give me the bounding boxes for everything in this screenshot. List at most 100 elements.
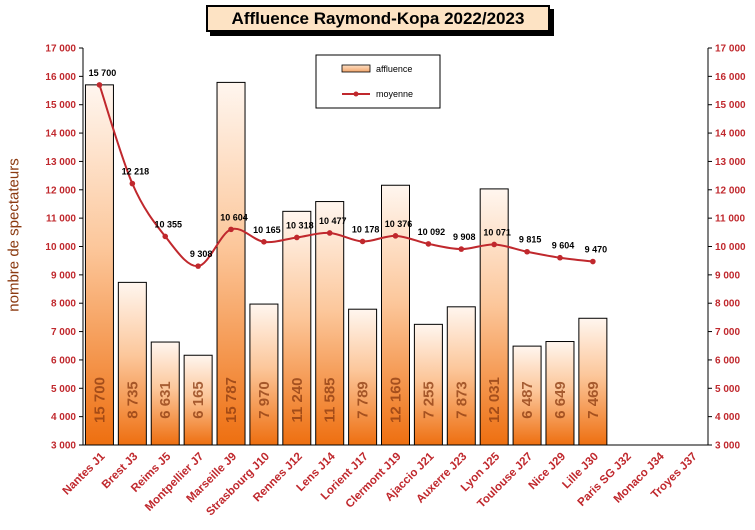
y-tick-label-right: 17 000 [715,44,746,55]
bar-value-label: 11 240 [289,377,306,422]
y-tick-label-right: 3 000 [715,441,740,452]
bar-affluence [381,184,410,446]
x-tick-label: Nantes J1 [61,450,108,497]
point-moyenne [294,234,300,241]
y-axis-label: nombre de spectateurs [5,158,23,312]
y-tick-label-left: 4 000 [51,412,76,423]
bar-value-label: 12 160 [388,377,405,423]
point-moyenne [326,230,333,236]
point-value-label: 15 700 [89,68,117,78]
y-tick-label-left: 16 000 [45,72,76,83]
y-tick-label-left: 11 000 [46,214,76,225]
bar-affluence [84,84,114,446]
point-moyenne [129,180,136,187]
bar-value-label: 6 165 [190,381,207,419]
bar-affluence [348,308,378,446]
bar-value-label: 7 873 [453,381,470,419]
point-moyenne [162,233,169,240]
point-value-label: 9 604 [552,241,575,251]
y-tick-label-right: 5 000 [715,384,740,395]
point-moyenne [524,248,530,255]
point-value-label: 10 477 [319,216,347,226]
point-value-label: 10 178 [352,224,380,234]
y-tick-label-right: 10 000 [715,242,746,253]
bar-affluence [117,281,147,446]
y-tick-label-left: 7 000 [51,327,76,338]
bar-affluence [578,317,608,446]
point-moyenne [228,226,234,233]
point-moyenne [195,263,201,269]
point-moyenne [359,238,366,245]
x-tick-label: Montpellier J7 [143,451,206,514]
bar-value-label: 11 585 [322,377,339,422]
legend-label-moyenne: moyenne [376,89,413,99]
bar-affluence [216,81,246,446]
chart-title: Affluence Raymond-Kopa 2022/2023 [231,9,525,28]
y-tick-label-right: 13 000 [715,157,746,168]
bar-affluence [413,323,443,446]
legend: affluence moyenne [315,54,441,109]
bar-affluence [282,210,312,446]
bar-affluence [545,341,575,446]
y-tick-label-left: 12 000 [45,185,76,196]
legend-label-affluence: affluence [376,64,412,74]
y-tick-label-right: 14 000 [715,129,746,140]
y-tick-label-left: 15 000 [45,100,76,111]
y-tick-label-right: 8 000 [715,299,740,310]
y-tick-label-left: 8 000 [51,299,76,310]
point-moyenne [392,233,399,239]
y-tick-label-right: 15 000 [715,100,746,111]
point-moyenne [425,241,432,247]
bar-affluence [183,354,213,446]
point-value-label: 10 071 [483,227,511,237]
bar-value-label: 15 787 [223,377,240,423]
bar-value-label: 6 649 [552,381,569,419]
bar-value-label: 7 970 [256,381,273,419]
y-tick-label-left: 17 000 [45,44,76,55]
bar-affluence [479,188,509,446]
y-tick-label-left: 14 000 [45,129,76,140]
point-value-label: 9 470 [585,245,608,255]
point-moyenne [491,241,497,248]
point-value-label: 9 908 [453,232,476,242]
point-moyenne [590,258,596,265]
point-value-label: 10 165 [253,225,281,235]
y-tick-label-right: 16 000 [715,72,746,83]
point-value-label: 12 218 [122,167,150,177]
point-value-label: 10 604 [220,212,248,222]
chart-title-box: Affluence Raymond-Kopa 2022/2023 [206,5,550,32]
y-tick-label-left: 5 000 [51,384,76,395]
bar-value-label: 7 789 [355,381,372,419]
bar-affluence [512,345,542,446]
legend-swatch-affluence [341,64,371,73]
bar-affluence [446,306,476,446]
bar-value-label: 6 487 [519,381,536,419]
point-value-label: 10 376 [385,219,413,229]
bar-value-label: 7 469 [585,381,602,419]
bar-value-label: 12 031 [486,377,503,423]
point-moyenne [261,239,267,245]
bar-affluence [315,201,345,446]
y-tick-label-right: 6 000 [715,355,740,366]
series-line-moyenne [98,84,593,268]
y-tick-label-right: 12 000 [715,185,746,196]
point-moyenne [458,246,465,252]
y-tick-label-right: 4 000 [715,412,740,423]
point-value-label: 10 092 [418,227,446,237]
bar-value-label: 7 255 [420,381,437,419]
point-moyenne [557,254,563,261]
y-tick-label-left: 9 000 [51,270,76,281]
point-moyenne [96,82,103,88]
bar-value-label: 6 631 [157,381,174,419]
bar-value-label: 8 735 [124,381,141,419]
point-value-label: 10 318 [286,220,314,230]
bar-value-label: 15 700 [91,377,108,423]
point-value-label: 10 355 [154,219,182,229]
y-tick-label-left: 13 000 [45,157,76,168]
point-value-label: 9 815 [519,235,542,245]
y-tick-label-right: 11 000 [715,214,745,225]
y-tick-label-right: 7 000 [715,327,740,338]
bar-affluence [150,341,180,446]
y-tick-label-left: 6 000 [51,355,76,366]
